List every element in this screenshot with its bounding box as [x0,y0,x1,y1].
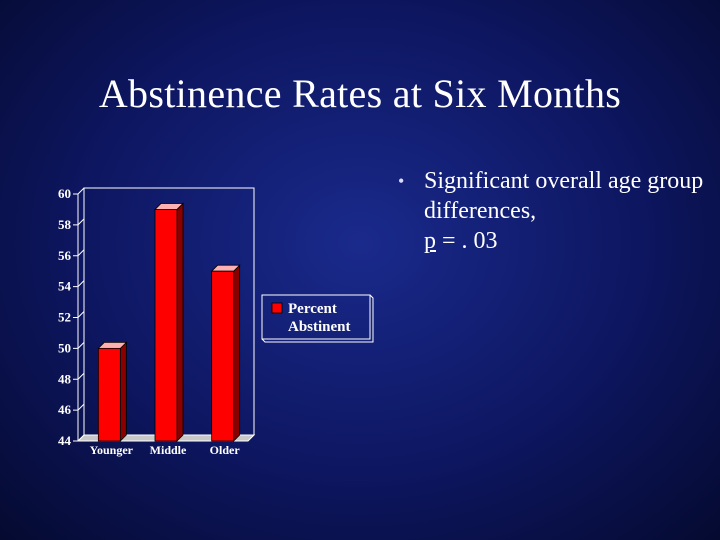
bullet-text: Significant overall age group difference… [398,166,708,256]
y-tick-label: 52 [58,310,71,325]
y-tick-diag [77,218,85,226]
y-tick-label: 56 [58,248,72,263]
y-tick-diag [77,403,85,411]
bar-side [119,341,127,442]
slide-title: Abstinence Rates at Six Months [98,71,622,116]
y-tick-diag [77,187,85,195]
y-tick-diag [77,311,85,318]
x-category-label: Middle [150,443,187,457]
y-tick-label: 54 [58,279,72,294]
x-category-label: Older [210,443,241,457]
y-tick-label: 50 [58,340,71,355]
bar-older [211,270,235,442]
y-tick-diag [77,280,85,287]
y-tick-label: 46 [58,402,72,417]
p-symbol: p [424,228,436,254]
legend-swatch [271,302,283,314]
y-tick-diag [77,249,85,257]
y-tick-label: 44 [58,433,72,448]
legend-shadow [261,294,374,343]
legend-label: Abstinent [288,319,351,335]
x-axis-categories: Younger Middle Older [90,443,241,457]
legend-label: Percent [288,301,337,317]
y-tick-label: 60 [58,186,71,201]
bar-side [233,264,241,442]
bullet-text-main: Significant overall age group difference… [424,168,704,224]
legend-box [261,294,371,340]
bar-younger [97,347,121,442]
y-tick-diag [77,342,85,349]
bar-middle [154,209,178,442]
chart-legend: Percent Abstinent [261,294,374,343]
x-category-label: Younger [90,443,134,457]
y-tick-diag [77,372,85,380]
y-tick-diag [77,434,85,442]
p-value: = . 03 [436,228,498,254]
y-tick-label: 48 [58,371,72,386]
bullet-icon: • [398,171,405,191]
bar-side [176,202,184,442]
bullet-point: • Significant overall age group differen… [398,166,708,256]
y-tick-label: 58 [58,217,72,232]
chart-bars [97,202,241,442]
y-axis-ticks: 44 46 48 50 52 54 56 58 60 [58,186,85,448]
